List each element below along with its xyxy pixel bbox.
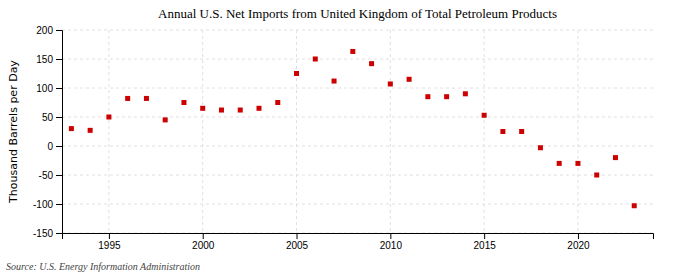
chart: 1995 2000 2005 2010 2015 2020 -150 -100 -50 0 50 10… (0, 0, 675, 275)
x-axis: 1995 2000 2005 2010 2015 2020 (63, 233, 654, 251)
point (163, 117, 168, 122)
y-tick: 0 (47, 141, 62, 152)
y-tick-mark (56, 88, 62, 89)
grid-line-y (62, 146, 653, 147)
y-tick: 50 (42, 112, 62, 123)
x-tick-mark (578, 233, 579, 239)
x-axis-line (63, 234, 654, 240)
x-tick-label: 2020 (567, 240, 590, 251)
y-tick-label: 200 (36, 25, 53, 36)
x-tick: 2015 (474, 233, 497, 251)
grid-line-y (62, 88, 653, 89)
y-tick-mark (56, 59, 62, 60)
point (557, 161, 562, 166)
point (350, 49, 355, 54)
y-tick-mark (56, 204, 62, 205)
y-tick-label: -150 (33, 228, 53, 239)
grid-line-x (108, 30, 109, 233)
y-tick-mark (56, 30, 62, 31)
point (332, 79, 337, 84)
y-axis-title: Thousand Barrels per Day (7, 60, 20, 204)
point (106, 115, 111, 120)
point (238, 108, 243, 113)
x-tick: 2020 (567, 233, 590, 251)
point (482, 113, 487, 118)
y-axis-line (56, 31, 63, 234)
point (369, 61, 374, 66)
grid-line-x (390, 30, 391, 233)
grid-line-x (202, 30, 203, 233)
x-tick: 2005 (286, 233, 309, 251)
x-tick-mark (390, 233, 391, 239)
y-tick-mark (56, 233, 62, 234)
x-tick: 1995 (98, 233, 121, 251)
y-axis: -150 -100 -50 0 50 100 150 200 (33, 25, 63, 239)
point (313, 57, 318, 62)
y-tick: 100 (36, 83, 62, 94)
point (275, 100, 280, 105)
grid-line-x (577, 30, 578, 233)
source-note: Source: U.S. Energy Information Administ… (6, 261, 200, 272)
y-tick: -100 (33, 199, 62, 210)
y-tick: 200 (36, 25, 62, 36)
grid-line-x (484, 30, 485, 233)
point (181, 100, 186, 105)
y-tick-mark (56, 117, 62, 118)
x-tick-mark (297, 233, 298, 239)
point (407, 77, 412, 82)
x-tick-mark (109, 233, 110, 239)
grid-line-y (62, 59, 653, 60)
x-tick-label: 2005 (286, 240, 309, 251)
point (594, 173, 599, 178)
grid-line-x (296, 30, 297, 233)
point (575, 161, 580, 166)
grid-line-y (62, 30, 653, 31)
x-tick-label: 2015 (474, 240, 497, 251)
point (294, 71, 299, 76)
point (257, 106, 262, 111)
point (632, 203, 637, 208)
point (519, 129, 524, 134)
point (538, 145, 543, 150)
y-tick-label: 150 (36, 54, 53, 65)
y-tick-label: -50 (39, 170, 54, 181)
x-tick: 2000 (192, 233, 215, 251)
y-tick: -50 (39, 170, 62, 181)
x-tick-mark (203, 233, 204, 239)
y-tick-label: 0 (47, 141, 53, 152)
point (219, 108, 224, 113)
point (88, 128, 93, 133)
grid-line-y (62, 204, 653, 205)
y-tick-label: 100 (36, 83, 53, 94)
point (144, 96, 149, 101)
point (425, 94, 430, 99)
point (500, 129, 505, 134)
x-tick: 2010 (380, 233, 403, 251)
point (613, 155, 618, 160)
point (125, 96, 130, 101)
y-tick: -150 (33, 228, 62, 239)
point (200, 106, 205, 111)
y-tick: 150 (36, 54, 62, 65)
y-tick-label: -100 (33, 199, 53, 210)
x-tick-label: 2010 (380, 240, 403, 251)
point (69, 126, 74, 131)
grid-line-y (62, 175, 653, 176)
title: Annual U.S. Net Imports from United King… (158, 6, 557, 21)
plot: 1995 2000 2005 2010 2015 2020 -150 -100 -50 0 50 10… (33, 25, 654, 251)
y-tick-mark (56, 175, 62, 176)
point (444, 94, 449, 99)
x-tick-mark (484, 233, 485, 239)
point (463, 91, 468, 96)
x-tick-label: 2000 (192, 240, 215, 251)
y-tick-mark (56, 146, 62, 147)
grid (62, 30, 653, 233)
points (69, 49, 637, 208)
x-tick-label: 1995 (98, 240, 121, 251)
grid-line-y (62, 117, 653, 118)
y-tick-label: 50 (42, 112, 54, 123)
point (388, 81, 393, 86)
